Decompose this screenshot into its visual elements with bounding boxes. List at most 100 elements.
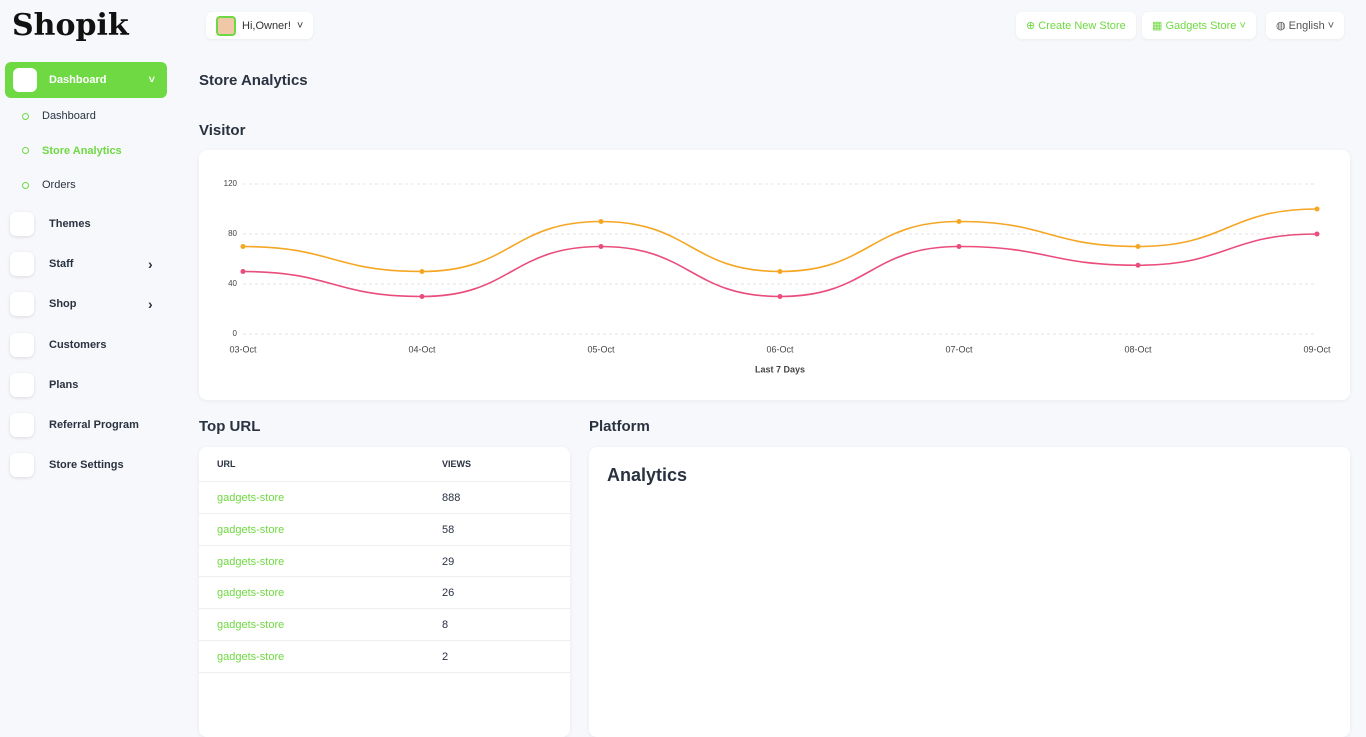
menu-icon	[10, 332, 34, 357]
url-link[interactable]: gadgets-store	[217, 651, 285, 663]
store-select[interactable]: ▦ Gadgets Store ˅	[1142, 12, 1256, 39]
top-url-table: URL VIEWS gadgets-store 888 gadgets-store 58 g…	[199, 447, 570, 737]
menu-item[interactable]: Shop ›	[10, 292, 153, 317]
column-header: URL	[217, 459, 236, 469]
point	[1314, 206, 1320, 212]
x-tick-label: 04-Oct	[408, 344, 436, 354]
point	[1135, 244, 1141, 249]
row-divider	[199, 608, 570, 610]
submenu-label: Orders	[42, 179, 76, 191]
views: 29	[442, 555, 455, 568]
menu-icon	[10, 212, 34, 236]
user-menu[interactable]: Hi,Owner! ˅	[206, 12, 314, 39]
views: 8	[442, 619, 449, 632]
url-link[interactable]: gadgets-store	[217, 555, 285, 568]
menu-label: Themes	[49, 218, 91, 230]
submenu-label: Dashboard	[42, 110, 96, 122]
platform-card	[589, 447, 1350, 737]
submenu-item[interactable]: Orders	[22, 179, 76, 191]
row-divider	[199, 512, 570, 514]
menu-icon	[10, 413, 34, 437]
point	[598, 219, 604, 224]
create-store-label: Create New Store	[1038, 19, 1126, 32]
menu-label: Staff	[49, 258, 74, 271]
x-tick-label: 07-Oct	[945, 344, 973, 354]
platform-heading: Platform	[589, 418, 650, 435]
brand: Shopik	[12, 8, 129, 43]
bullet	[22, 147, 29, 154]
y-tick-label: 0	[233, 329, 238, 338]
row-divider	[199, 640, 570, 641]
url-link[interactable]: gadgets-store	[217, 492, 285, 504]
create-store[interactable]: ⊕ Create New Store	[1016, 12, 1136, 39]
views: 26	[442, 587, 455, 600]
language-label: English	[1288, 19, 1325, 32]
menu-item[interactable]: Staff ›	[10, 252, 153, 277]
chevron: ›	[148, 296, 153, 313]
menu-label: Plans	[49, 378, 79, 391]
row-divider	[199, 576, 570, 578]
submenu-label: Store Analytics	[42, 144, 122, 157]
point	[419, 269, 425, 274]
platform-title: Analytics	[607, 465, 688, 485]
views: 58	[442, 523, 455, 536]
url-link[interactable]: gadgets-store	[217, 587, 285, 600]
menu-active[interactable]: Dashboard ˅	[5, 62, 167, 98]
url-link[interactable]: gadgets-store	[217, 523, 285, 536]
submenu-item[interactable]: Store Analytics	[22, 145, 122, 157]
x-tick-label: 05-Oct	[587, 344, 615, 354]
menu-label: Referral Program	[49, 419, 139, 431]
top-url-heading: Top URL	[199, 418, 261, 435]
menu-item[interactable]: Customers	[10, 332, 107, 357]
menu-icon	[10, 453, 34, 478]
point	[240, 244, 246, 249]
point	[956, 219, 962, 224]
x-tick-label: 08-Oct	[1124, 344, 1152, 354]
column-header: VIEWS	[442, 459, 472, 469]
point	[956, 244, 962, 249]
menu-item[interactable]: Themes	[10, 212, 91, 236]
page-title: Store Analytics	[199, 72, 308, 89]
menu-item[interactable]: Store Settings	[10, 453, 124, 478]
row-divider	[199, 671, 570, 673]
menu-icon	[10, 292, 34, 317]
language-select[interactable]: ◍ English ˅	[1266, 12, 1345, 39]
x-tick-label: 06-Oct	[766, 344, 794, 354]
line-series	[242, 233, 1318, 298]
url-link[interactable]: gadgets-store	[217, 619, 285, 632]
bullet	[22, 112, 29, 120]
x-tick-label: 03-Oct	[229, 344, 257, 354]
greeting: Hi,Owner!	[242, 19, 291, 32]
views: 2	[442, 651, 449, 663]
menu-icon	[10, 252, 34, 277]
row-divider	[199, 481, 570, 482]
row-divider	[199, 544, 570, 546]
visitor-heading: Visitor	[199, 122, 246, 139]
line-series	[242, 208, 1318, 273]
visitor-card	[199, 150, 1350, 400]
menu-item[interactable]: Plans	[10, 372, 79, 397]
point	[419, 294, 425, 299]
menu-item[interactable]: Referral Program	[10, 413, 139, 437]
x-tick-label: 09-Oct	[1303, 344, 1331, 354]
menu-active-label: Dashboard	[49, 74, 107, 86]
bullet	[22, 181, 29, 189]
y-tick-label: 40	[228, 279, 237, 288]
y-tick-label: 80	[228, 229, 237, 238]
y-tick-label: 120	[224, 179, 238, 188]
views: 888	[442, 492, 461, 504]
chevron: ›	[148, 256, 153, 273]
point	[1135, 262, 1141, 268]
point	[1314, 231, 1320, 237]
store-label: Gadgets Store	[1165, 19, 1237, 32]
menu-label: Store Settings	[49, 459, 124, 472]
submenu-item[interactable]: Dashboard	[22, 110, 96, 122]
menu-label: Customers	[49, 338, 107, 351]
point	[777, 294, 783, 299]
menu-icon	[10, 372, 34, 397]
x-axis-label: Last 7 Days	[755, 364, 805, 374]
point	[240, 269, 246, 274]
menu-label: Shop	[49, 298, 77, 311]
point	[598, 244, 604, 249]
